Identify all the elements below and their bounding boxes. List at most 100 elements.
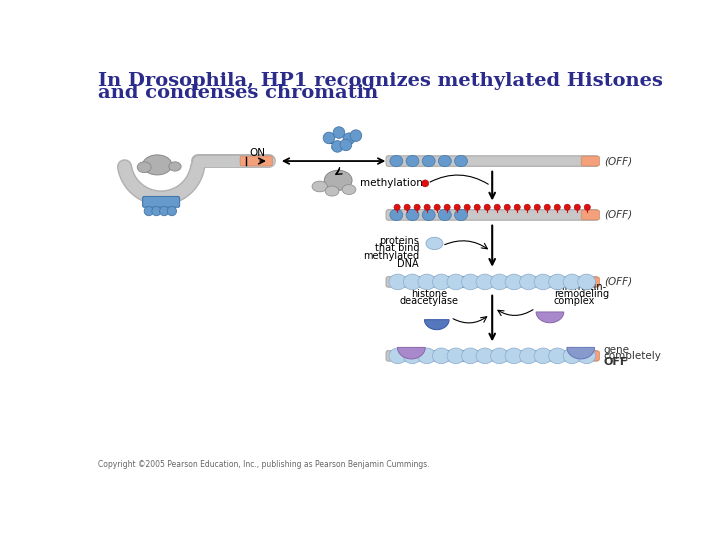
Text: gene: gene — [604, 345, 630, 355]
Ellipse shape — [168, 162, 181, 171]
Circle shape — [394, 204, 400, 210]
Text: (OFF): (OFF) — [604, 156, 632, 166]
Ellipse shape — [433, 274, 450, 290]
Ellipse shape — [549, 348, 567, 364]
Ellipse shape — [406, 210, 419, 221]
Circle shape — [524, 204, 531, 210]
Ellipse shape — [390, 156, 402, 167]
Circle shape — [514, 204, 521, 210]
Ellipse shape — [403, 274, 421, 290]
Polygon shape — [425, 320, 449, 330]
Ellipse shape — [534, 274, 552, 290]
Ellipse shape — [454, 276, 467, 288]
Circle shape — [152, 206, 161, 215]
Ellipse shape — [143, 155, 172, 175]
Ellipse shape — [454, 210, 467, 221]
Text: completely: completely — [604, 351, 662, 361]
Text: that bind: that bind — [374, 244, 419, 253]
Ellipse shape — [438, 210, 451, 221]
FancyBboxPatch shape — [386, 350, 598, 361]
Ellipse shape — [406, 156, 419, 167]
Ellipse shape — [418, 348, 436, 364]
Text: methylation: methylation — [360, 178, 423, 188]
Ellipse shape — [438, 156, 451, 167]
Ellipse shape — [490, 348, 508, 364]
Ellipse shape — [520, 348, 537, 364]
Ellipse shape — [505, 348, 523, 364]
Ellipse shape — [342, 185, 356, 194]
Ellipse shape — [454, 156, 467, 167]
Ellipse shape — [324, 170, 352, 190]
FancyBboxPatch shape — [386, 210, 598, 220]
Ellipse shape — [422, 210, 435, 221]
Text: ON: ON — [250, 148, 266, 158]
Circle shape — [144, 206, 153, 215]
Ellipse shape — [426, 237, 443, 249]
Ellipse shape — [312, 181, 328, 192]
Ellipse shape — [422, 276, 435, 288]
Ellipse shape — [390, 210, 402, 221]
Ellipse shape — [418, 274, 436, 290]
FancyBboxPatch shape — [240, 156, 272, 166]
Circle shape — [564, 204, 570, 210]
Text: remodeling: remodeling — [554, 289, 609, 299]
Ellipse shape — [549, 274, 567, 290]
Ellipse shape — [422, 156, 435, 167]
Text: In Drosophila, HP1 recognizes methylated Histones: In Drosophila, HP1 recognizes methylated… — [98, 72, 663, 91]
Polygon shape — [536, 312, 564, 323]
Ellipse shape — [520, 274, 537, 290]
Circle shape — [340, 139, 351, 151]
Ellipse shape — [390, 276, 402, 288]
Ellipse shape — [433, 348, 450, 364]
Text: OFF: OFF — [604, 357, 629, 367]
Ellipse shape — [462, 274, 480, 290]
Circle shape — [474, 204, 480, 210]
Ellipse shape — [577, 348, 595, 364]
Text: deacetylase: deacetylase — [400, 295, 459, 306]
Circle shape — [167, 206, 176, 215]
Circle shape — [422, 180, 428, 187]
Ellipse shape — [454, 350, 467, 362]
Ellipse shape — [390, 350, 402, 362]
Circle shape — [504, 204, 510, 210]
Ellipse shape — [406, 350, 419, 362]
Text: chromatin-: chromatin- — [554, 282, 607, 293]
Text: Copyright ©2005 Pearson Education, Inc., publishing as Pearson Benjamin Cummings: Copyright ©2005 Pearson Education, Inc.,… — [98, 460, 430, 469]
FancyBboxPatch shape — [386, 156, 598, 166]
Ellipse shape — [438, 350, 451, 362]
Ellipse shape — [476, 274, 494, 290]
Polygon shape — [567, 347, 595, 359]
Circle shape — [584, 204, 590, 210]
Circle shape — [434, 204, 440, 210]
Ellipse shape — [563, 348, 581, 364]
Ellipse shape — [447, 274, 465, 290]
Text: proteins: proteins — [379, 236, 419, 246]
Ellipse shape — [534, 348, 552, 364]
Circle shape — [484, 204, 490, 210]
Ellipse shape — [476, 348, 494, 364]
FancyBboxPatch shape — [581, 210, 600, 220]
Circle shape — [350, 130, 361, 141]
Ellipse shape — [447, 348, 465, 364]
FancyBboxPatch shape — [581, 351, 600, 361]
Circle shape — [444, 204, 450, 210]
Text: and condenses chromatin: and condenses chromatin — [98, 84, 378, 102]
FancyBboxPatch shape — [386, 276, 598, 287]
Circle shape — [332, 140, 343, 152]
Ellipse shape — [138, 162, 151, 173]
Circle shape — [544, 204, 550, 210]
Ellipse shape — [389, 348, 407, 364]
Circle shape — [323, 132, 335, 144]
Ellipse shape — [563, 274, 581, 290]
Circle shape — [464, 204, 470, 210]
Circle shape — [424, 204, 431, 210]
Circle shape — [554, 204, 560, 210]
Ellipse shape — [438, 276, 451, 288]
Text: (OFF): (OFF) — [604, 210, 632, 220]
Circle shape — [414, 204, 420, 210]
Circle shape — [575, 204, 580, 210]
Ellipse shape — [422, 350, 435, 362]
Ellipse shape — [389, 274, 407, 290]
Circle shape — [534, 204, 540, 210]
Ellipse shape — [406, 276, 419, 288]
